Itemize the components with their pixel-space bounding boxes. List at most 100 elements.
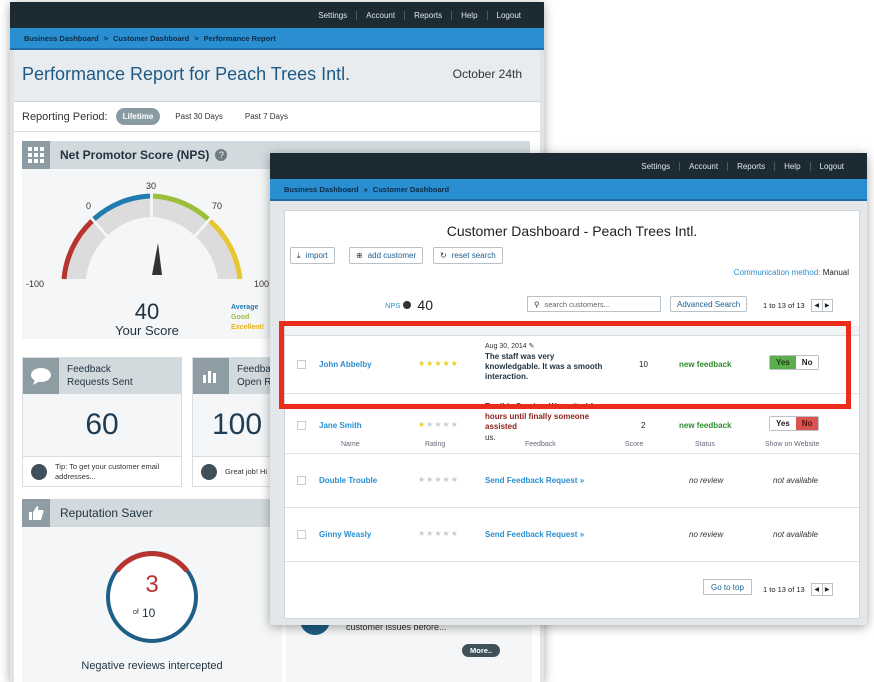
send-feedback-link[interactable]: Send Feedback Request » [485,530,585,539]
crumb-performance-report[interactable]: Performance Report [203,33,276,43]
nps-gauge: -100 0 30 70 100 40 Your Score Average G… [22,169,272,339]
card2-title: Feedba Open R [237,364,272,388]
reputation-title: Reputation Saver [60,506,153,520]
legend-excellent: Excellent! [231,324,265,331]
period-lifetime[interactable]: Lifetime [115,108,161,125]
table-row[interactable]: Ginny Weasly ★★★★★ Send Feedback Request… [285,508,859,562]
card1-tip[interactable]: Tip: To get your customer email addresse… [55,461,160,481]
top-nav: Settings Account Reports Help Logout [270,153,867,179]
crumb-customer-dashboard[interactable]: Customer Dashboard [113,33,190,43]
feedback-open-card: Feedba Open R 100 Great job! Hi [192,357,282,487]
customer-name[interactable]: Double Trouble [319,476,378,485]
rating-stars: ★★★★★ [418,529,459,538]
rep-value: 3 [145,571,159,598]
communication-method: Communication method: Manual [733,268,849,277]
highlight-box [279,321,851,409]
tick-30: 30 [146,181,156,191]
nps-value: 40 [417,297,433,313]
reputation-panel: 3 of 10 Negative reviews intercepted [22,527,282,682]
row-checkbox[interactable] [297,360,306,369]
status: new feedback [679,360,732,369]
nav-account[interactable]: Account [356,10,404,20]
crumb-business-dashboard[interactable]: Business Dashboard [284,184,359,194]
gauge-value: 40 [134,299,160,324]
show-toggle[interactable]: Yes No [769,416,820,431]
prev-page-icon[interactable]: ◀ [814,303,820,309]
nav-help[interactable]: Help [774,161,809,171]
reputation-ring [106,551,198,643]
period-7-days[interactable]: Past 7 Days [244,112,288,121]
go-to-top-button[interactable]: Go to top [703,579,752,595]
period-30-days[interactable]: Past 30 Days [175,112,223,121]
toggle-yes[interactable]: Yes [770,417,796,430]
nav-settings[interactable]: Settings [318,10,348,20]
grid-icon [22,141,50,169]
bell-icon [31,463,47,480]
table-row[interactable]: Double Trouble ★★★★★ Send Feedback Reque… [285,454,859,508]
send-feedback-link[interactable]: Send Feedback Request » [485,476,585,485]
row-checkbox[interactable] [297,476,306,485]
nav-reports[interactable]: Reports [404,10,451,20]
nav-logout[interactable]: Logout [809,161,853,171]
reset-search-button[interactable]: ↻ reset search [433,247,503,264]
download-icon: ⤓ [297,250,301,260]
hidden-text: customer issues before... [346,622,447,632]
reputation-section-header: Reputation Saver [22,499,282,527]
show-toggle[interactable]: Yes No [769,355,820,370]
next-page-icon[interactable]: ▶ [821,300,832,311]
customer-name[interactable]: Ginny Weasly [319,530,372,539]
import-button[interactable]: ⤓ import [290,247,335,264]
rep-total: 10 [142,606,156,620]
tick-70: 70 [212,201,222,211]
toggle-no[interactable]: No [795,417,819,430]
advanced-search-button[interactable]: Advanced Search [670,296,748,312]
nav-settings[interactable]: Settings [641,161,671,171]
search-input[interactable]: ⚲ search customers... [527,296,661,312]
pager-top: 1 to 13 of 13 ◀ ▶ [763,299,833,312]
customer-name[interactable]: Jane Smith [319,421,362,430]
tick-100: 100 [254,279,269,289]
nav-reports[interactable]: Reports [727,161,774,171]
feedback-text: The staff was very knowledgable. It was … [485,352,603,381]
help-icon[interactable]: ? [215,149,228,161]
row-checkbox[interactable] [297,530,306,539]
score: 10 [639,360,648,369]
home-icon [201,463,217,480]
nav-account[interactable]: Account [679,161,727,171]
customer-name[interactable]: John Abbelby [319,360,372,369]
refresh-icon: ↻ [440,251,447,260]
prev-page-icon[interactable]: ◀ [814,587,820,593]
customer-dashboard-window: Settings Account Reports Help Logout Bus… [270,153,867,625]
nav-logout[interactable]: Logout [486,10,530,20]
thumbs-up-icon [22,499,50,527]
help-icon[interactable] [403,301,412,309]
search-icon: ⚲ [534,299,540,309]
next-page-icon[interactable]: ▶ [821,584,832,595]
crumb-business-dashboard[interactable]: Business Dashboard [24,33,99,43]
nav-help[interactable]: Help [451,10,486,20]
status: no review [689,476,724,485]
feedback-date: Aug 30, 2014 ✎ [485,343,535,350]
status: no review [689,530,724,539]
rating-stars: ★★★★★ [418,359,459,368]
toggle-yes[interactable]: Yes [770,356,796,369]
crumb-customer-dashboard[interactable]: Customer Dashboard [372,184,450,194]
card2-tip[interactable]: Great job! Hi [225,467,268,476]
row-checkbox[interactable] [297,421,306,430]
card1-title: Feedback Requests Sent [67,364,133,388]
period-label: Reporting Period: [22,110,108,123]
page-title: Customer Dashboard - Peach Trees Intl. [446,223,698,239]
more-button[interactable]: More.. [462,644,501,657]
show-status: not available [773,476,818,485]
toggle-no[interactable]: No [795,356,819,369]
legend-good: Good [231,314,250,321]
speech-bubble-icon [23,358,59,394]
add-customer-button[interactable]: ⊕ add customer [349,247,424,264]
score: 2 [641,421,646,430]
edit-icon[interactable]: ✎ [528,343,535,350]
card1-value: 60 [85,408,119,441]
table-row[interactable]: John Abbelby ★★★★★ Aug 30, 2014 ✎ The st… [285,336,859,394]
feedback-text-cont: us. [485,433,496,442]
rating-stars: ★★★★★ [418,420,459,429]
col-show: Show on Website [765,441,820,448]
